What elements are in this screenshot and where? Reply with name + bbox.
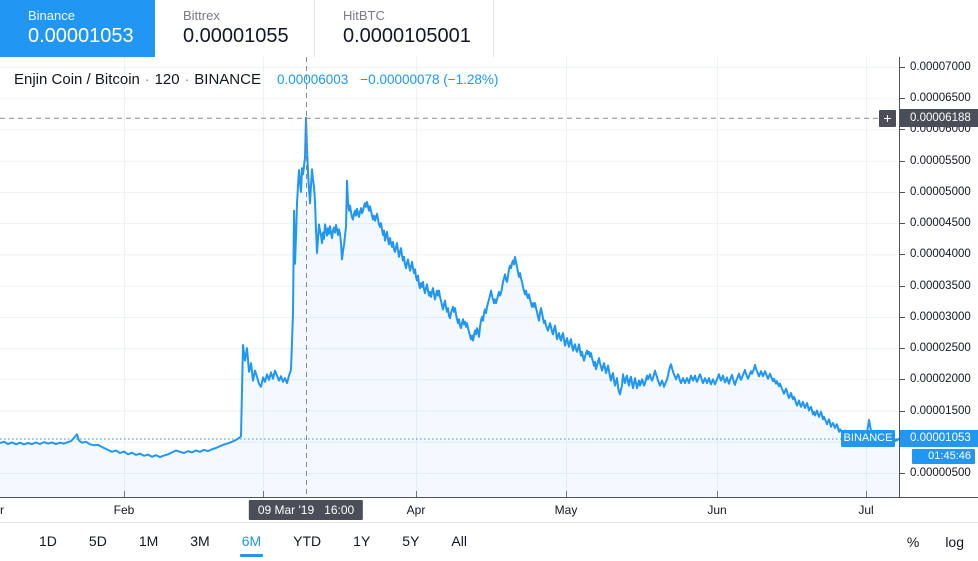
range-buttons: 1D 5D 1M 3M 6M YTD 1Y 5Y All [38,527,498,558]
price-axis-label: 0.00004500 [910,217,971,229]
price-chart-canvas[interactable] [0,57,900,497]
price-axis-border [899,57,900,522]
price-axis[interactable]: 0.00006188 0.00001053 01:45:46 0.0000700… [900,57,978,497]
price-axis-tick [900,129,905,130]
time-axis-label-feb: Feb [113,503,135,517]
series-source-badge: BINANCE [841,430,895,447]
time-axis-label-may: May [554,503,578,517]
price-axis-label: 0.00005000 [910,186,971,198]
range-button-5y[interactable]: 5Y [402,532,420,549]
price-axis-tick [900,411,905,412]
price-axis-label: 0.00000500 [910,467,971,479]
chart-legend: Enjin Coin / Bitcoin · 120 · BINANCE 0.0… [14,71,498,88]
price-axis-tick [900,161,905,162]
price-axis-label: 0.00004000 [910,248,971,260]
price-axis-tick [900,473,905,474]
price-axis-tick [900,379,905,380]
crosshair-plus-icon: + [879,110,896,127]
price-axis-label: 0.00006500 [910,92,971,104]
bar-countdown-badge: 01:45:46 [912,449,975,464]
price-axis-label: 0.00002500 [910,342,971,354]
range-button-ytd[interactable]: YTD [293,532,322,549]
price-axis-label: 0.00002000 [910,373,971,385]
range-button-5d[interactable]: 5D [88,532,107,549]
exchange-tab-price: 0.00001053 [28,25,134,47]
exchange-tab-bittrex[interactable]: Bittrex 0.00001055 [155,0,315,57]
time-axis-label-apr: Apr [406,503,426,517]
exchange-tab-price: 0.0000105001 [343,25,471,47]
exchange-tab-price: 0.00001055 [183,25,289,47]
chart-pane[interactable] [0,57,900,497]
range-button-1y[interactable]: 1Y [353,532,371,549]
crosshair-price-badge: 0.00006188 [900,109,978,127]
exchange-label: BINANCE [194,71,261,88]
price-axis-tick [900,317,905,318]
legend-separator: · [184,71,190,87]
range-button-3m[interactable]: 3M [190,532,210,549]
time-axis-label-jul: Jul [858,503,874,517]
interval-label[interactable]: 120 [154,71,180,88]
bottom-toolbar: 1D 5D 1M 3M 6M YTD 1Y 5Y All % log [0,522,978,561]
price-axis-tick [900,192,905,193]
symbol-title[interactable]: Enjin Coin / Bitcoin [14,71,140,88]
price-axis-tick [900,67,905,68]
exchange-tab-binance[interactable]: Binance 0.00001053 [0,0,155,57]
time-axis-label-jun: Jun [707,503,727,517]
range-button-6m[interactable]: 6M [239,527,264,558]
price-axis-tick [900,286,905,287]
price-axis-tick [900,98,905,99]
crosshair-time-badge: 09 Mar '19 16:00 [248,500,364,520]
price-axis-tick [900,254,905,255]
price-axis-label: 0.00003500 [910,280,971,292]
log-scale-button[interactable]: log [945,534,964,550]
legend-change-value: −0.00000078 (−1.28%) [360,72,499,87]
exchange-tabs: Binance 0.00001053 Bittrex 0.00001055 HitBTC… [0,0,978,57]
legend-separator: · [144,71,150,87]
exchange-tab-name: Binance [28,8,75,23]
exchange-tab-name: Bittrex [183,8,220,23]
range-button-1d[interactable]: 1D [39,532,57,549]
price-axis-tick [900,223,905,224]
legend-price-value: 0.00006003 [276,72,349,87]
price-axis-label: 0.00007000 [910,61,971,73]
price-axis-label: 0.00003000 [910,311,971,323]
range-button-all[interactable]: All [451,532,467,549]
percent-scale-button[interactable]: % [906,534,920,550]
toolbar-right: % log [881,534,964,550]
time-axis-edge-fragment: r [0,503,4,517]
time-axis[interactable]: r FebMarAprMayJunJul09 Mar '19 16:00 [0,497,978,523]
price-axis-tick [900,348,905,349]
exchange-tab-hitbtc[interactable]: HitBTC 0.0000105001 [315,0,494,57]
price-axis-label: 0.00001500 [910,405,971,417]
price-axis-label: 0.00005500 [910,155,971,167]
exchange-tab-name: HitBTC [343,8,385,23]
range-button-1m[interactable]: 1M [138,532,159,549]
last-price-badge: 0.00001053 [900,430,978,447]
